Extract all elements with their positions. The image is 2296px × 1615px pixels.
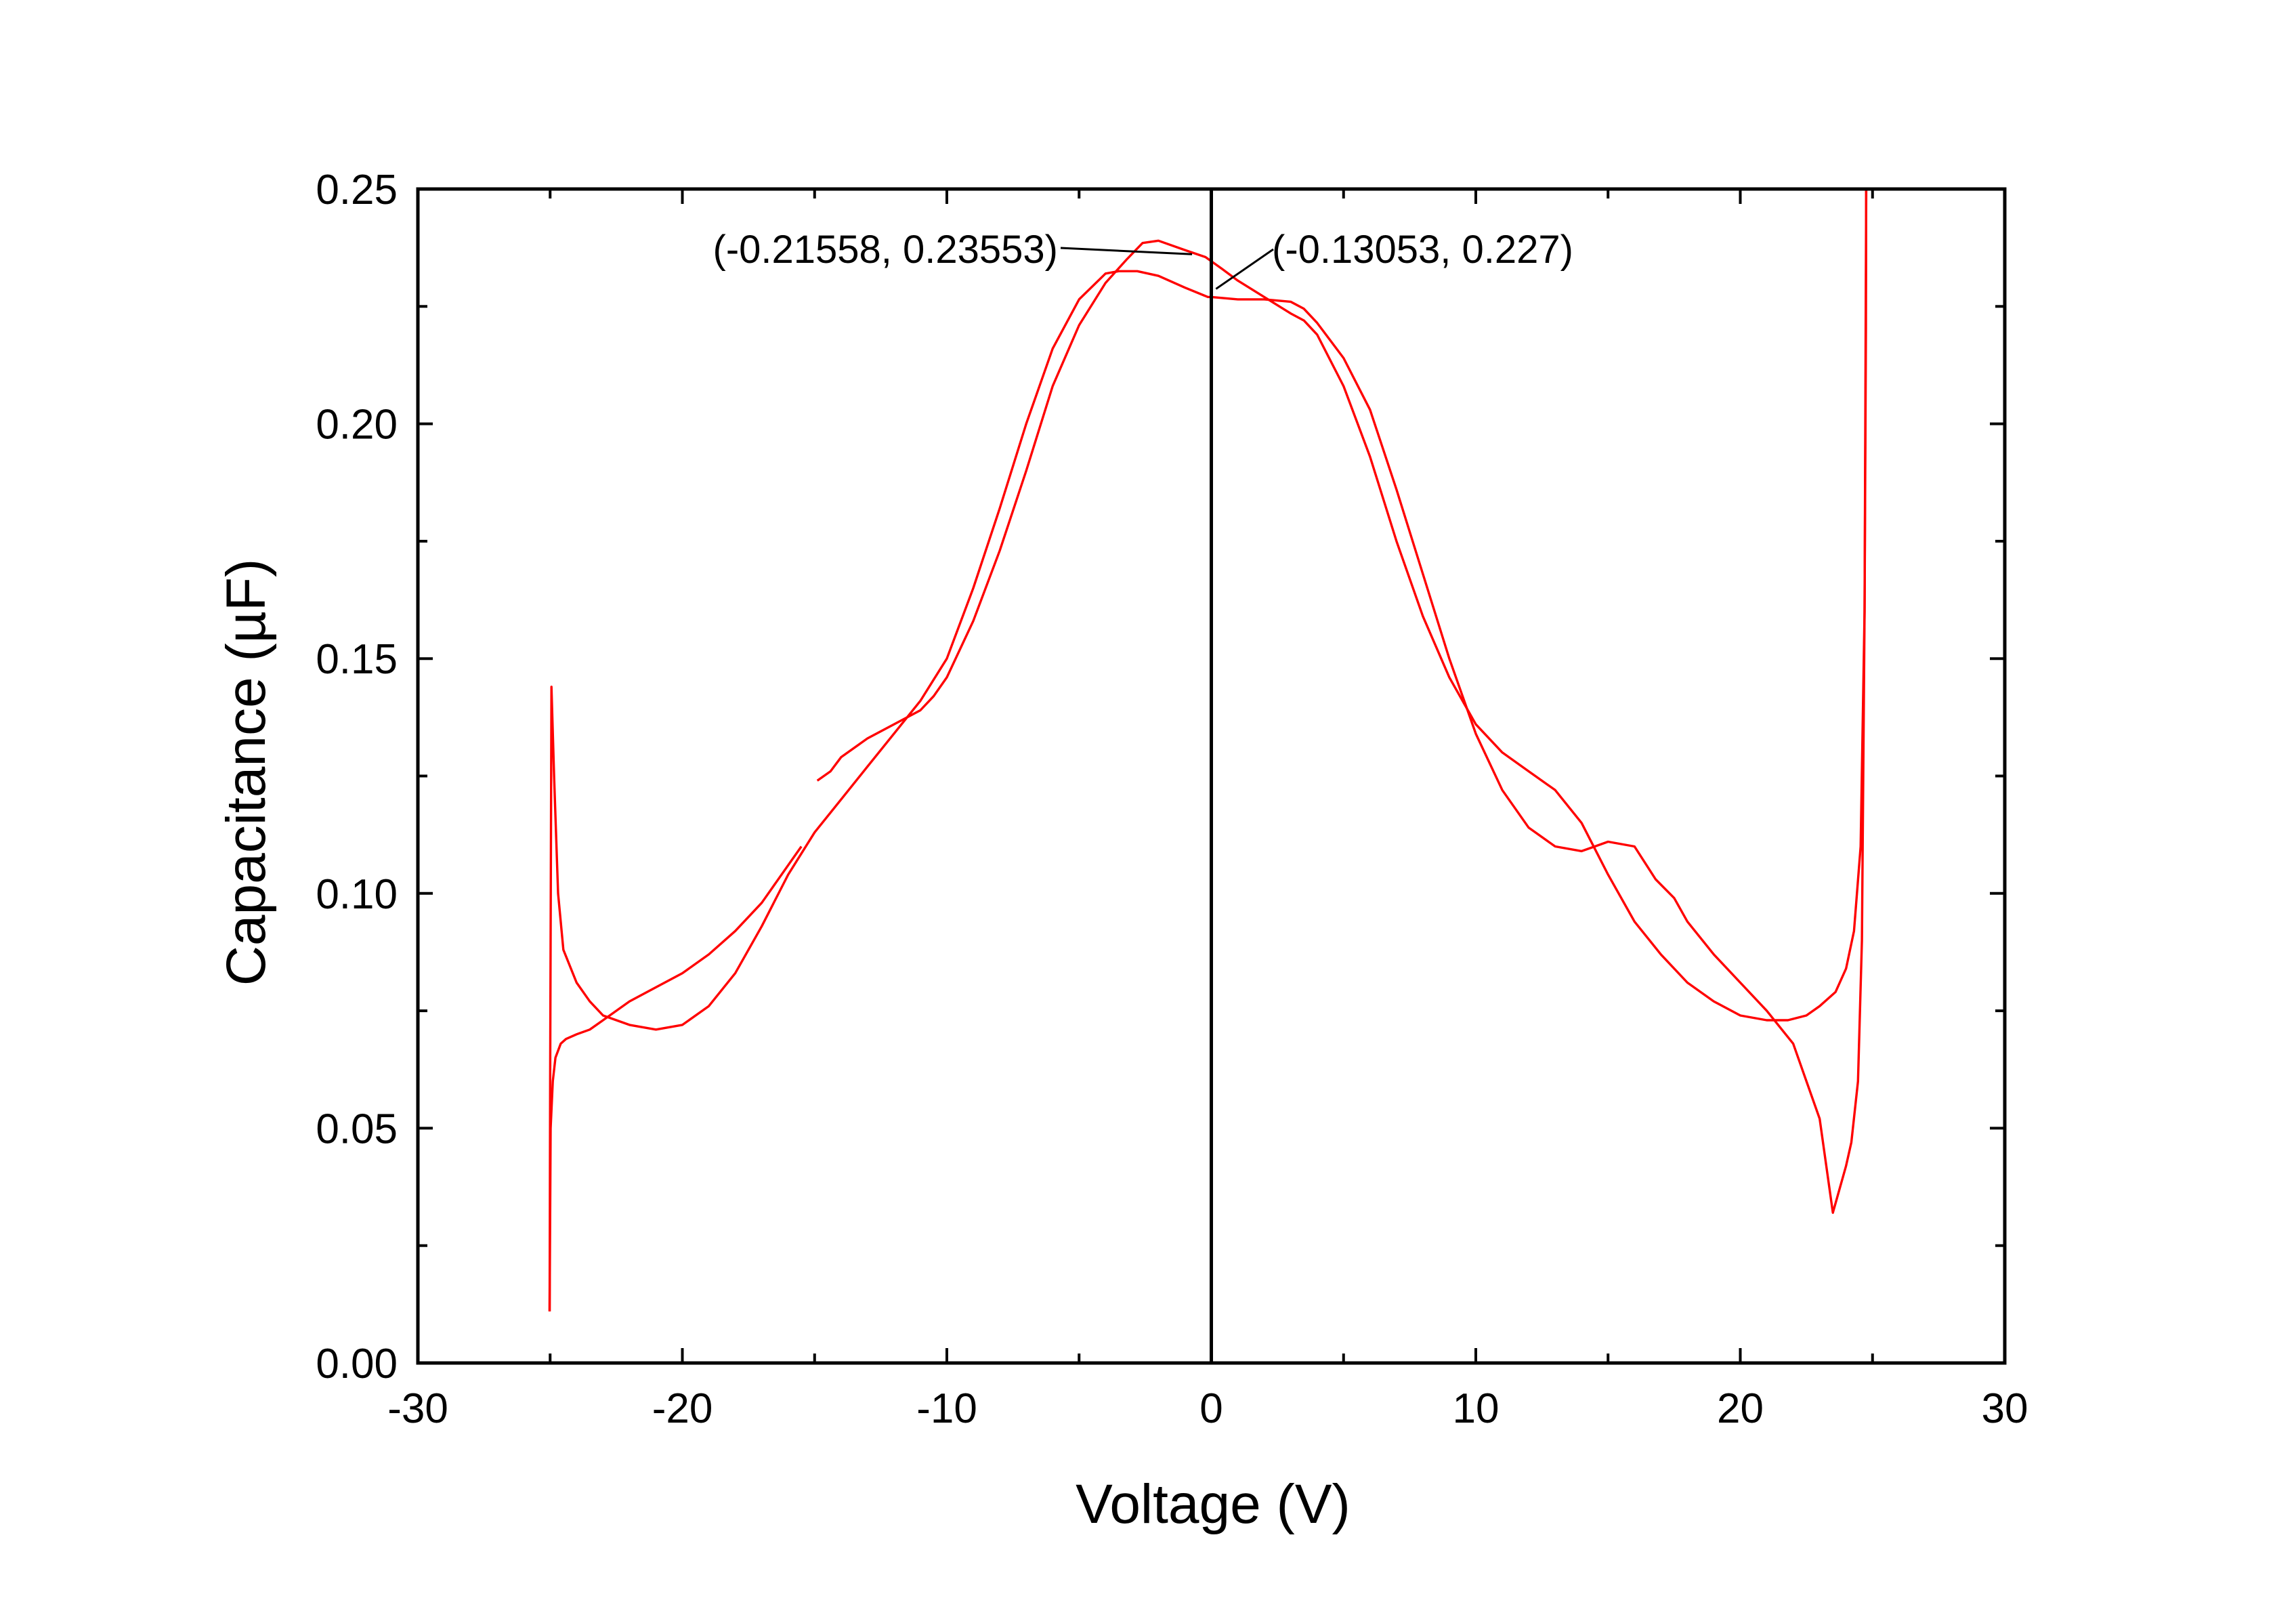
point-annotations: (-0.21558, 0.23553) (-0.13053, 0.227) bbox=[713, 228, 1573, 290]
y-tick-label: 0.25 bbox=[316, 167, 398, 213]
x-tick-label: -30 bbox=[387, 1385, 448, 1432]
y-tick-label: 0.10 bbox=[316, 871, 398, 918]
series-line-3 bbox=[548, 845, 803, 1312]
y-axis-title: Capacitance (µF) bbox=[215, 559, 277, 986]
y-tick-label: 0.20 bbox=[316, 402, 398, 448]
x-tick-label: -10 bbox=[916, 1385, 977, 1432]
series-curves bbox=[548, 189, 1868, 1312]
x-tick-label: 10 bbox=[1453, 1385, 1500, 1432]
x-tick-label: 0 bbox=[1199, 1385, 1223, 1432]
series-line-2 bbox=[548, 189, 1868, 1312]
plot-frame bbox=[416, 187, 2007, 1365]
x-axis-title: Voltage (V) bbox=[1076, 1473, 1351, 1535]
annotation-label-1: (-0.21558, 0.23553) bbox=[713, 228, 1058, 272]
annotation-leader-1 bbox=[1060, 247, 1193, 255]
y-tick-label: 0.15 bbox=[316, 636, 398, 683]
series-line-1 bbox=[816, 189, 1868, 1022]
annotation-leader-2 bbox=[1215, 248, 1274, 290]
x-tick-label: -20 bbox=[652, 1385, 713, 1432]
annotation-label-2: (-0.13053, 0.227) bbox=[1272, 228, 1573, 272]
axis-ticks: -30 -20 -10 0 10 20 30 0.00 0.05 0.10 0.15 0.20 0.25 bbox=[316, 167, 2028, 1432]
x-tick-label: 30 bbox=[1982, 1385, 2028, 1432]
x-tick-label: 20 bbox=[1717, 1385, 1764, 1432]
y-tick-label: 0.05 bbox=[316, 1106, 398, 1152]
y-tick-label: 0.00 bbox=[316, 1341, 398, 1387]
